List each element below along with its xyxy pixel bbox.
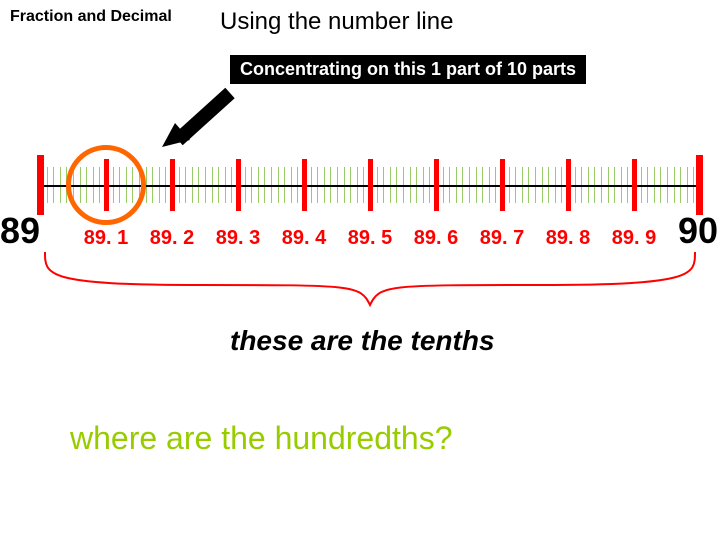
major-tick xyxy=(632,159,637,211)
major-tick xyxy=(236,159,241,211)
end-tick-start xyxy=(37,155,44,215)
major-tick xyxy=(368,159,373,211)
tick-label: 89. 1 xyxy=(84,227,128,250)
tick-label: 89. 8 xyxy=(546,227,590,250)
major-tick xyxy=(302,159,307,211)
tick-label: 89. 4 xyxy=(282,227,326,250)
brace-icon xyxy=(40,250,700,310)
topic-title: Fraction and Decimal xyxy=(10,8,172,26)
end-tick-end xyxy=(696,155,703,215)
major-tick xyxy=(434,159,439,211)
tick-label: 89. 2 xyxy=(150,227,194,250)
tick-label: 89. 5 xyxy=(348,227,392,250)
tick-label: 89. 9 xyxy=(612,227,656,250)
highlight-circle xyxy=(66,145,146,225)
hundredths-question: where are the hundredths? xyxy=(70,420,452,457)
major-tick xyxy=(170,159,175,211)
tick-label: 89. 7 xyxy=(480,227,524,250)
page-subtitle: Using the number line xyxy=(220,8,453,36)
tick-label: 89. 3 xyxy=(216,227,260,250)
start-label: 89 xyxy=(0,210,40,252)
tick-label: 89. 6 xyxy=(414,227,458,250)
end-label: 90 xyxy=(678,210,718,252)
concentration-box: Concentrating on this 1 part of 10 parts xyxy=(230,55,586,84)
major-tick xyxy=(566,159,571,211)
tenths-caption: these are the tenths xyxy=(230,325,495,357)
major-tick xyxy=(500,159,505,211)
arrow-icon xyxy=(160,85,240,155)
